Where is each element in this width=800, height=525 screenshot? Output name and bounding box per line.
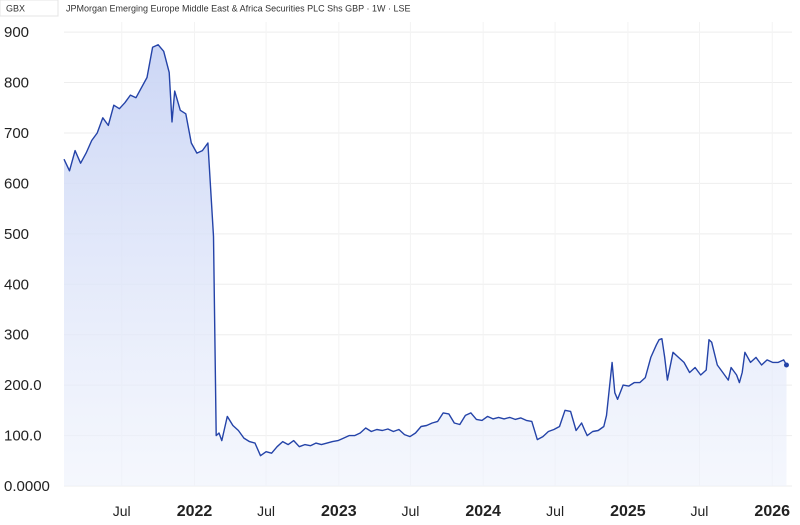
x-tick-label: Jul bbox=[257, 503, 275, 519]
x-tick-label: 2023 bbox=[321, 503, 357, 520]
y-tick-label: 100.0 bbox=[4, 428, 42, 445]
x-tick-label: 2022 bbox=[177, 503, 213, 520]
x-tick-label: 2026 bbox=[754, 503, 790, 520]
price-area-fill bbox=[64, 44, 787, 486]
price-line[interactable] bbox=[63, 44, 788, 457]
x-tick-label: Jul bbox=[113, 503, 131, 519]
y-tick-label: 400 bbox=[4, 276, 29, 293]
y-tick-label: 500 bbox=[4, 226, 29, 243]
y-axis-tick-labels: 0.0000 100.0 200.0 300 400 500 600 700 800 900 bbox=[4, 24, 50, 495]
y-tick-label: 700 bbox=[4, 125, 29, 142]
y-tick-label: 0.0000 bbox=[4, 478, 50, 495]
x-tick-label: 2025 bbox=[610, 503, 646, 520]
x-tick-label: 2024 bbox=[465, 503, 501, 520]
header-bar: GBX JPMorgan Emerging Europe Middle East… bbox=[0, 0, 410, 17]
x-tick-label: Jul bbox=[546, 503, 564, 519]
y-tick-label: 300 bbox=[4, 327, 29, 344]
last-price-marker[interactable] bbox=[783, 362, 789, 368]
x-tick-label: Jul bbox=[691, 503, 709, 519]
chart-title: JPMorgan Emerging Europe Middle East & A… bbox=[66, 4, 410, 14]
currency-badge-box bbox=[0, 0, 59, 17]
y-tick-label: 800 bbox=[4, 75, 29, 92]
y-tick-label: 900 bbox=[4, 24, 29, 41]
x-axis-tick-labels: Jul 2022 Jul 2023 Jul 2024 Jul 2025 Jul 2026 bbox=[113, 503, 790, 520]
y-tick-label: 200.0 bbox=[4, 377, 42, 394]
y-tick-label: 600 bbox=[4, 175, 29, 192]
x-tick-label: Jul bbox=[401, 503, 419, 519]
currency-badge: GBX bbox=[6, 4, 25, 14]
